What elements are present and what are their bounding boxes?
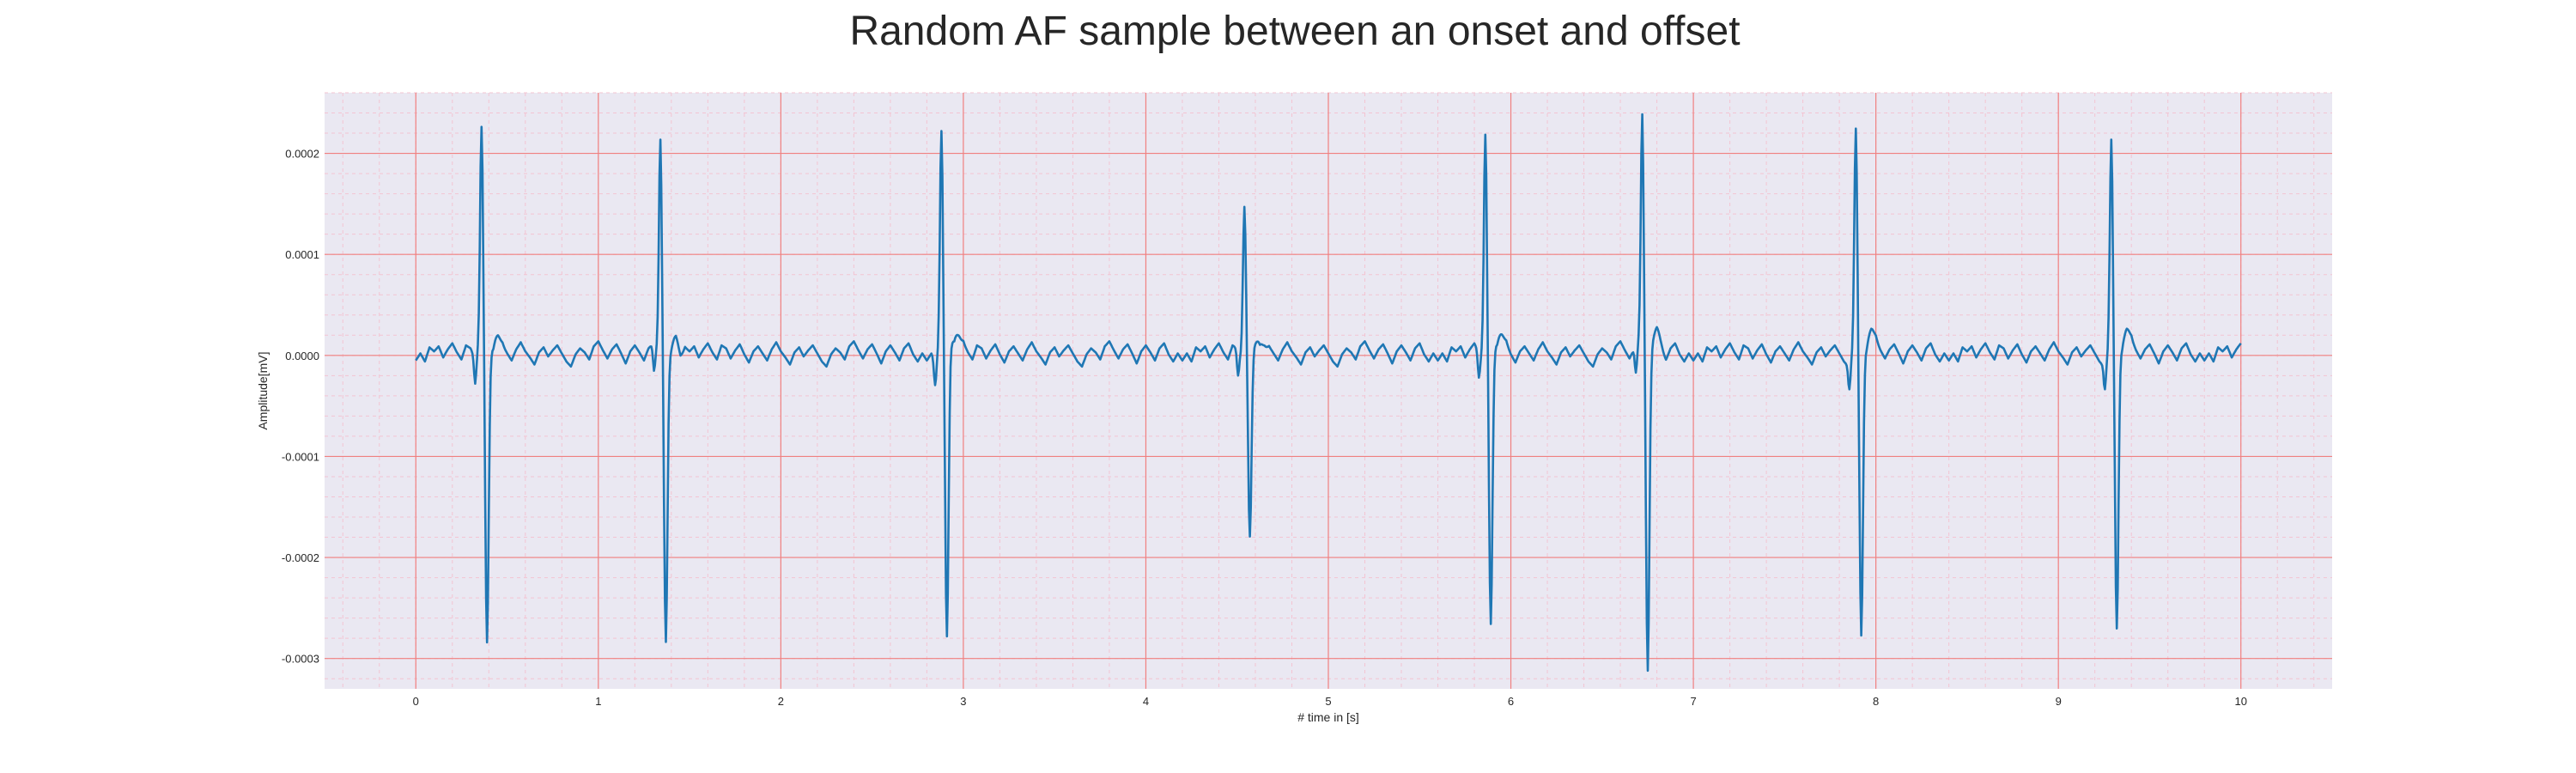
y-axis-ticks: 0.0002 0.0001 0.0000 -0.0001 -0.0002 -0.0003 [282,148,319,666]
x-tick-label: 0 [413,695,419,708]
x-tick-label: 10 [2234,695,2246,708]
x-tick-label: 2 [778,695,784,708]
x-tick-label: 8 [1873,695,1879,708]
x-tick-label: 5 [1325,695,1331,708]
y-tick-label: 0.0001 [285,248,319,261]
x-axis-ticks: 0 1 2 3 4 5 6 7 8 9 10 [413,695,2247,708]
x-axis-label: # time in [s] [1297,710,1359,724]
x-tick-label: 7 [1690,695,1696,708]
y-tick-label: 0.0002 [285,148,319,161]
y-tick-label: 0.0000 [285,350,319,362]
y-tick-label: -0.0001 [282,450,319,463]
x-tick-label: 3 [960,695,966,708]
y-tick-label: -0.0003 [282,653,319,666]
x-tick-label: 9 [2056,695,2062,708]
chart-title: Random AF sample between an onset and of… [849,9,1740,54]
x-tick-label: 4 [1143,695,1149,708]
y-axis-label: Amplitude[mV] [256,351,270,429]
y-tick-label: -0.0002 [282,551,319,564]
ecg-series-line [415,113,2242,673]
x-tick-label: 1 [595,695,601,708]
x-tick-label: 6 [1508,695,1514,708]
